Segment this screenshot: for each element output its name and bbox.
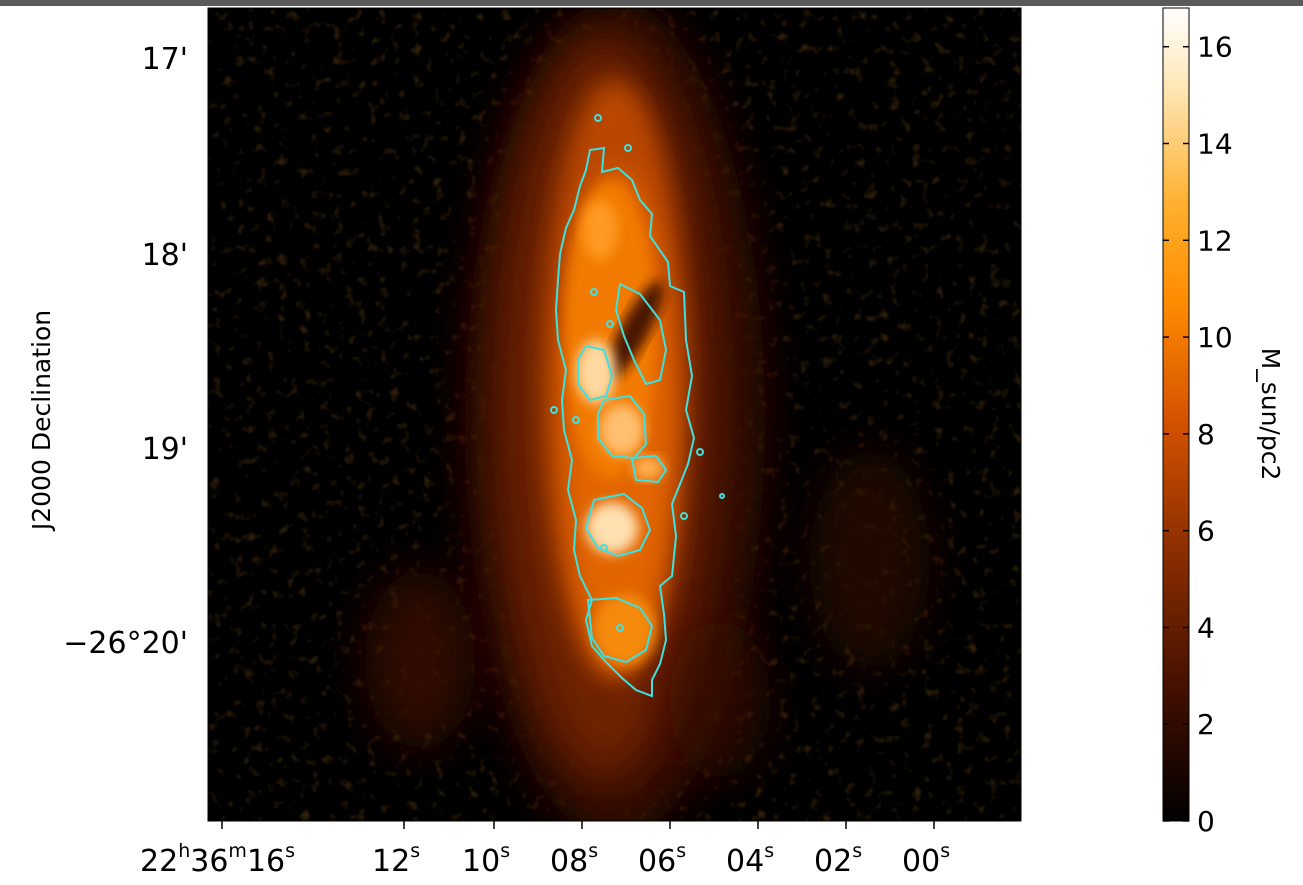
colorbar-tick-label: 4 [1197, 611, 1215, 644]
ra-tick-label: 02s [814, 840, 862, 879]
colorbar-tick-label: 0 [1197, 805, 1215, 838]
ra-tick-marks [221, 821, 935, 829]
y-axis-title: J2000 Declination [27, 310, 56, 532]
dec-tick-label: −26°20' [63, 626, 188, 661]
colorbar-tick-label: 14 [1197, 128, 1233, 161]
colorbar-tick-label: 6 [1197, 515, 1215, 548]
density-map [208, 8, 1021, 821]
ra-tick-label: 12s [372, 840, 420, 879]
colorbar-tick-label: 16 [1197, 31, 1233, 64]
colorbar-ticks: 0 2 4 6 8 10 12 14 16 [1163, 31, 1233, 838]
ra-tick-label: 22h36m16s [140, 840, 295, 879]
ra-tick-label: 04s [726, 840, 774, 879]
ra-tick-label: 06s [638, 840, 686, 879]
image-frame [207, 7, 1022, 822]
ra-tick-label: 10s [462, 840, 510, 879]
dec-tick-marks [208, 58, 216, 644]
colorbar-tick-label: 12 [1197, 224, 1233, 257]
colorbar-tick-label: 8 [1197, 418, 1215, 451]
colorbar-label: M_sun/pc2 [1256, 348, 1285, 481]
dec-tick-label: 17' [142, 42, 188, 77]
colorbar-gradient [1162, 7, 1190, 822]
window-top-border [0, 0, 1303, 6]
colorbar-tick-label: 10 [1197, 321, 1233, 354]
colorbar-tick-label: 2 [1197, 708, 1215, 741]
ra-tick-label: 00s [902, 840, 950, 879]
contour-overlay [550, 114, 725, 698]
colorbar: 0 2 4 6 8 10 12 14 16 M_sun/pc2 [1162, 7, 1285, 838]
ra-tick-label: 08s [550, 840, 598, 879]
dec-tick-label: 18' [142, 238, 188, 273]
dec-tick-label: 19' [142, 432, 188, 467]
